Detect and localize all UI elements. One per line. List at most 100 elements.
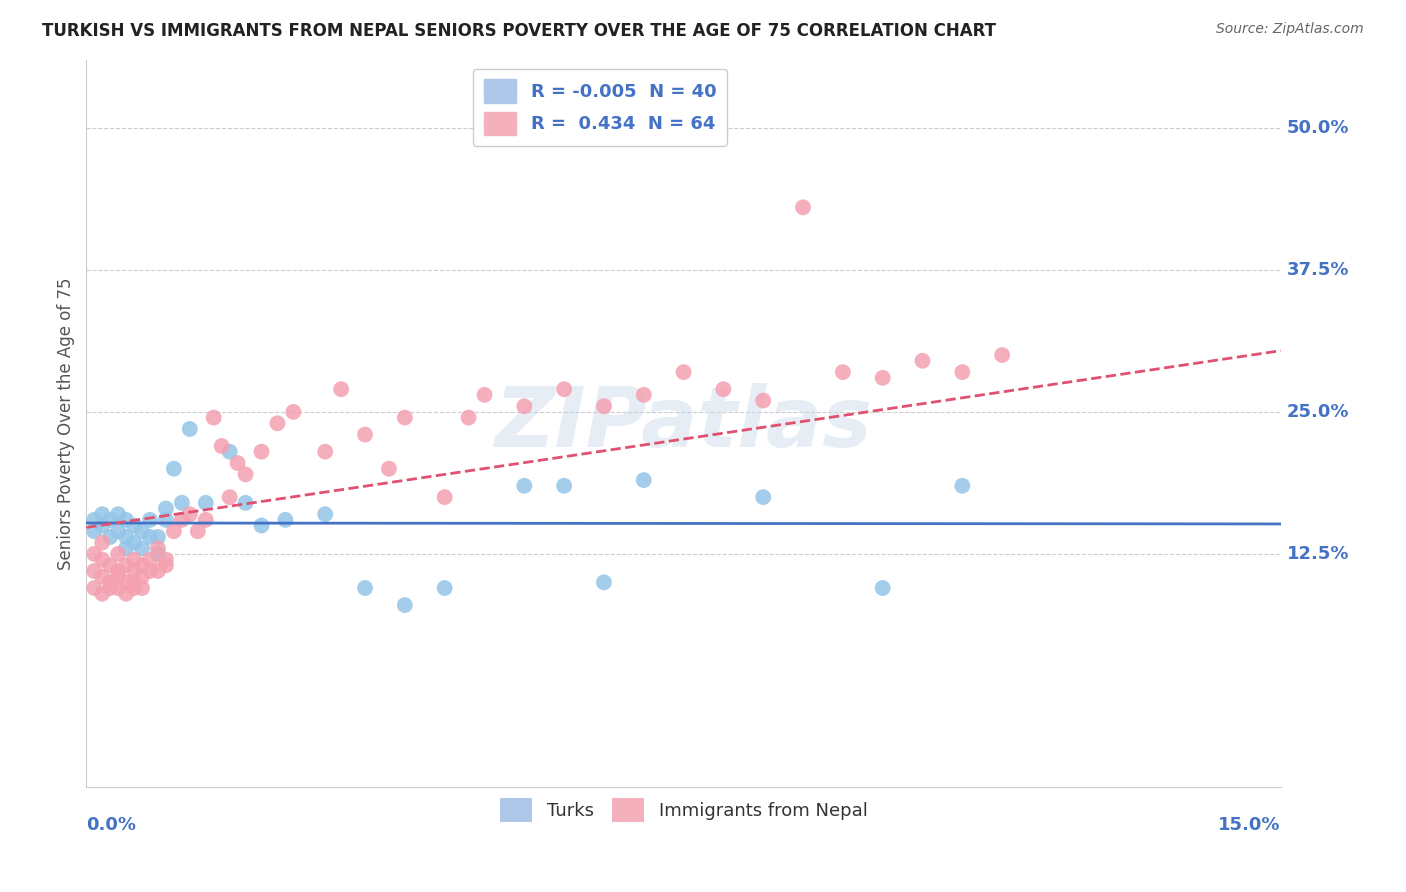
Point [378, 461, 401, 475]
Point [131, 524, 153, 539]
Point [122, 552, 145, 566]
Point [274, 513, 297, 527]
Point [474, 388, 496, 402]
Point [170, 496, 193, 510]
Point [107, 547, 129, 561]
Point [91, 587, 114, 601]
Point [593, 575, 616, 590]
Point [250, 444, 273, 458]
Text: TURKISH VS IMMIGRANTS FROM NEPAL SENIORS POVERTY OVER THE AGE OF 75 CORRELATION : TURKISH VS IMMIGRANTS FROM NEPAL SENIORS… [42, 22, 997, 40]
Point [131, 581, 153, 595]
Point [950, 479, 973, 493]
Point [218, 490, 240, 504]
Point [179, 422, 201, 436]
Text: 12.5%: 12.5% [1286, 545, 1350, 563]
Point [122, 581, 145, 595]
Point [394, 410, 416, 425]
Point [831, 365, 853, 379]
Point [187, 524, 209, 539]
Point [115, 513, 138, 527]
Point [433, 490, 456, 504]
Point [194, 496, 217, 510]
Point [354, 581, 377, 595]
Point [633, 473, 655, 487]
Point [266, 417, 288, 431]
Point [163, 461, 186, 475]
Point [394, 598, 416, 612]
Text: 50.0%: 50.0% [1286, 119, 1350, 136]
Point [139, 513, 162, 527]
Text: 25.0%: 25.0% [1286, 403, 1350, 421]
Point [633, 388, 655, 402]
Point [991, 348, 1014, 362]
Point [752, 393, 775, 408]
Point [155, 513, 177, 527]
Point [98, 575, 121, 590]
Point [122, 535, 145, 549]
Point [122, 518, 145, 533]
Point [235, 496, 257, 510]
Point [354, 427, 377, 442]
Point [98, 513, 121, 527]
Point [911, 353, 934, 368]
Point [91, 552, 114, 566]
Point [202, 410, 225, 425]
Text: 15.0%: 15.0% [1219, 816, 1281, 834]
Point [98, 558, 121, 573]
Point [83, 564, 105, 578]
Point [91, 570, 114, 584]
Point [250, 518, 273, 533]
Point [593, 399, 616, 413]
Point [115, 558, 138, 573]
Point [155, 501, 177, 516]
Point [115, 575, 138, 590]
Point [950, 365, 973, 379]
Point [155, 558, 177, 573]
Point [107, 564, 129, 578]
Point [457, 410, 479, 425]
Point [792, 200, 814, 214]
Legend: Turks, Immigrants from Nepal: Turks, Immigrants from Nepal [492, 791, 875, 829]
Point [83, 513, 105, 527]
Point [235, 467, 257, 482]
Point [139, 552, 162, 566]
Point [115, 530, 138, 544]
Point [122, 575, 145, 590]
Point [672, 365, 695, 379]
Point [146, 541, 169, 556]
Text: Source: ZipAtlas.com: Source: ZipAtlas.com [1216, 22, 1364, 37]
Text: ZIPatlas: ZIPatlas [495, 383, 873, 464]
Point [163, 524, 186, 539]
Point [91, 535, 114, 549]
Point [131, 541, 153, 556]
Point [314, 507, 336, 521]
Point [179, 507, 201, 521]
Y-axis label: Seniors Poverty Over the Age of 75: Seniors Poverty Over the Age of 75 [58, 277, 75, 569]
Point [131, 558, 153, 573]
Point [107, 581, 129, 595]
Point [433, 581, 456, 595]
Point [194, 513, 217, 527]
Point [107, 507, 129, 521]
Point [83, 547, 105, 561]
Point [872, 371, 894, 385]
Point [330, 382, 353, 396]
Point [752, 490, 775, 504]
Point [146, 564, 169, 578]
Point [83, 524, 105, 539]
Point [107, 524, 129, 539]
Text: 0.0%: 0.0% [86, 816, 136, 834]
Point [146, 547, 169, 561]
Point [211, 439, 233, 453]
Point [115, 587, 138, 601]
Point [553, 382, 575, 396]
Point [122, 564, 145, 578]
Point [115, 541, 138, 556]
Point [146, 530, 169, 544]
Point [513, 479, 536, 493]
Point [83, 581, 105, 595]
Point [553, 479, 575, 493]
Point [91, 518, 114, 533]
Point [872, 581, 894, 595]
Point [98, 530, 121, 544]
